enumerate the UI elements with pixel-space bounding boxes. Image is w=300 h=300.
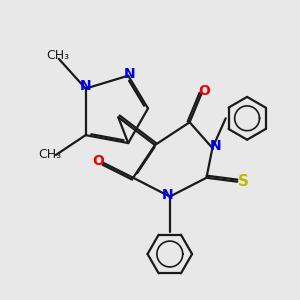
Text: N: N bbox=[210, 139, 221, 153]
Text: O: O bbox=[92, 154, 104, 168]
Text: N: N bbox=[80, 79, 92, 93]
Text: N: N bbox=[162, 188, 173, 202]
Text: O: O bbox=[199, 84, 210, 98]
Text: S: S bbox=[238, 174, 249, 189]
Text: CH₃: CH₃ bbox=[46, 49, 69, 62]
Text: N: N bbox=[124, 67, 136, 81]
Text: CH₃: CH₃ bbox=[38, 148, 61, 161]
